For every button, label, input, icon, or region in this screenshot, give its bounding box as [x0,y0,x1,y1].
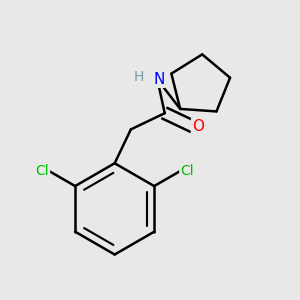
Text: N: N [153,72,164,87]
Text: Cl: Cl [35,164,49,178]
Text: H: H [134,70,144,84]
Text: O: O [192,119,204,134]
Text: Cl: Cl [180,164,194,178]
